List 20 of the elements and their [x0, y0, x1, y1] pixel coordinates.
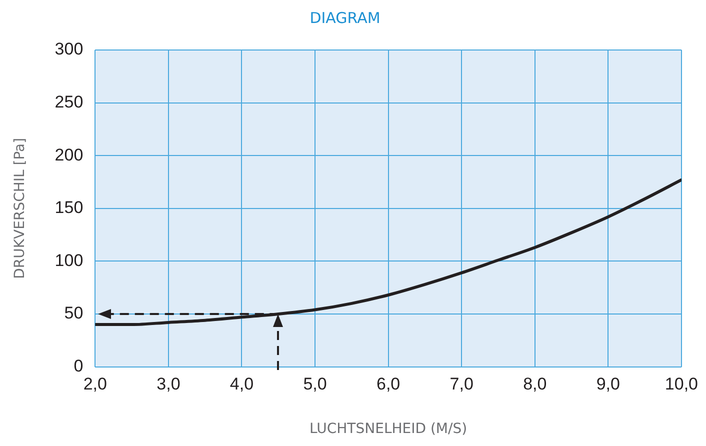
x-tick-label: 6,0 [376, 374, 400, 394]
y-tick-label: 200 [54, 145, 84, 164]
chart-title: DIAGRAM [310, 8, 380, 27]
y-tick-label: 250 [54, 92, 84, 112]
x-tick-label: 7,0 [450, 374, 474, 394]
line-series [95, 178, 682, 326]
x-tick-label: 2,0 [83, 374, 107, 394]
x-tick-label: 3,0 [156, 374, 180, 394]
x-tick-label: 9,0 [596, 374, 620, 394]
x-tick-label: 5,0 [303, 374, 327, 394]
x-tick-label: 8,0 [523, 374, 547, 394]
y-tick-label: 300 [54, 40, 84, 59]
y-axis-title: DRUKVERSCHIL [Pa] [12, 138, 28, 279]
y-tick-label: 0 [74, 356, 84, 376]
x-axis-title: LUCHTSNELHEID (M/S) [310, 421, 468, 438]
x-tick-label: 4,0 [230, 374, 254, 394]
y-tick-label: 100 [54, 250, 84, 270]
y-tick-label: 50 [64, 304, 84, 323]
x-tick-label: 10,0 [664, 374, 698, 394]
y-tick-label: 150 [54, 198, 84, 218]
